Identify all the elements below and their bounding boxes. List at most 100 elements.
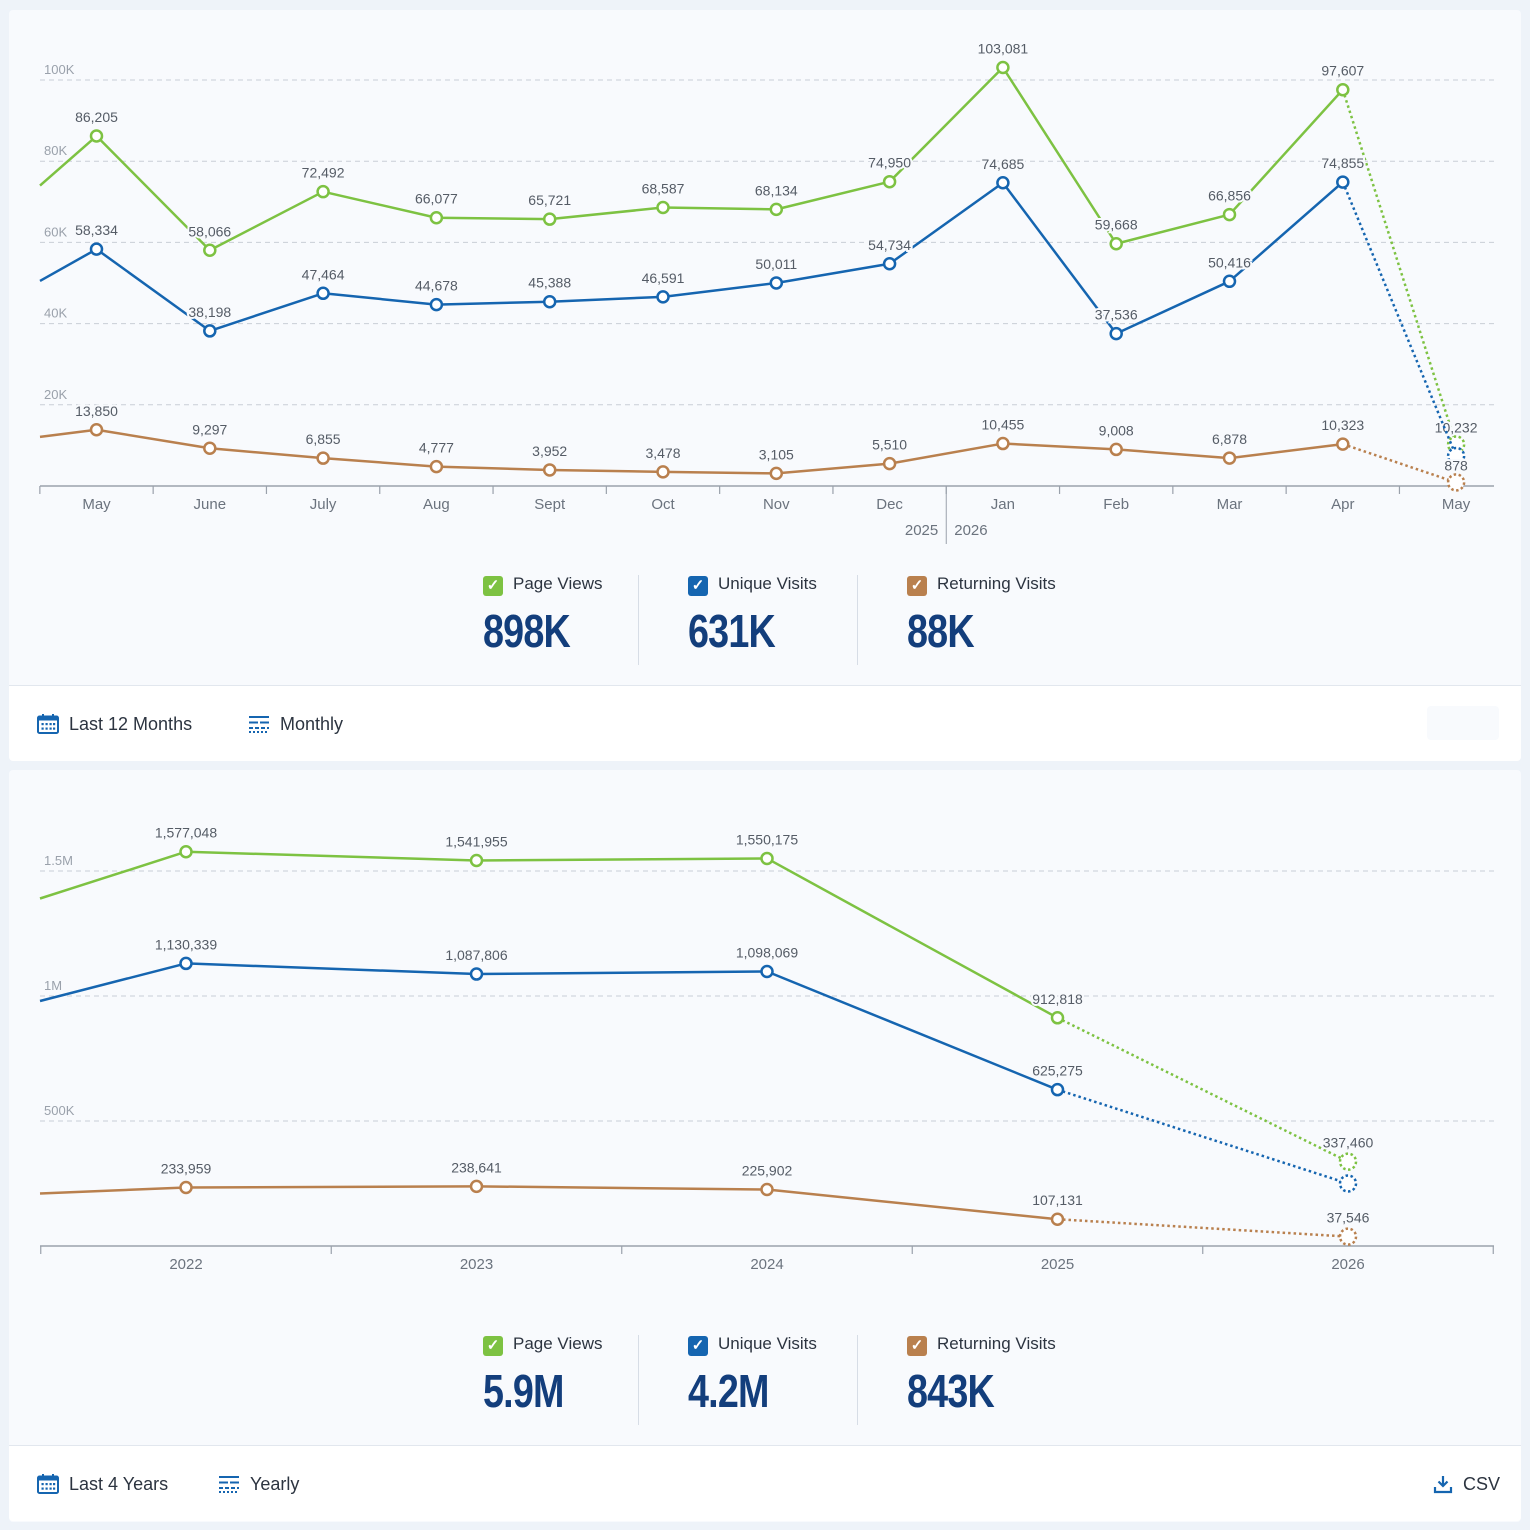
calendar-icon xyxy=(37,1474,59,1494)
csv-download-button[interactable]: CSV xyxy=(1433,1472,1500,1496)
page-views-lead-line xyxy=(39,850,187,900)
returning-visits-data-label: 10,455 xyxy=(981,417,1024,433)
returning-visits-point xyxy=(1109,442,1123,457)
unique-visits-data-label: 50,416 xyxy=(1208,254,1251,270)
returning-visits-point xyxy=(316,451,330,465)
unique-visits-data-label: 38,198 xyxy=(188,304,231,320)
date-range-button[interactable]: Last 12 Months xyxy=(37,712,192,736)
unique-visits-point xyxy=(1050,1082,1065,1097)
returning-visits-point xyxy=(179,1180,193,1195)
y-tick-label: 40K xyxy=(44,306,67,321)
total-returning-visits: 843K xyxy=(907,1365,995,1417)
placeholder-button xyxy=(1427,706,1499,740)
check-icon[interactable]: ✓ xyxy=(688,1336,708,1356)
page-views-point xyxy=(1222,207,1237,222)
page-views-point xyxy=(996,60,1010,75)
check-icon[interactable]: ✓ xyxy=(483,576,503,596)
returning-visits-point xyxy=(996,436,1010,451)
unique-visits-data-label: 1,130,339 xyxy=(155,936,217,952)
y-tick-label: 100K xyxy=(44,62,75,77)
unique-visits-point xyxy=(316,286,330,301)
check-icon[interactable]: ✓ xyxy=(907,1336,927,1356)
date-range-button[interactable]: Last 4 Years xyxy=(37,1472,168,1496)
check-icon[interactable]: ✓ xyxy=(688,576,708,596)
monthly-legend: ✓ Page Views 898K ✓ Unique Visits 631K ✓… xyxy=(9,570,1521,670)
x-tick-label: 2022 xyxy=(169,1256,202,1273)
legend-divider xyxy=(638,1335,639,1425)
page-views-line xyxy=(185,850,1059,1019)
unique-visits-projected-line xyxy=(1057,1088,1349,1185)
download-icon xyxy=(1433,1476,1453,1494)
page-views-point xyxy=(1109,236,1123,251)
interval-button[interactable]: Monthly xyxy=(248,712,343,736)
page-views-point xyxy=(429,210,444,225)
page-views-point xyxy=(1336,82,1350,97)
returning-visits-point xyxy=(656,465,670,479)
page-views-data-label: 65,721 xyxy=(528,192,571,208)
interval-button[interactable]: Yearly xyxy=(218,1472,299,1496)
page-views-data-label: 66,856 xyxy=(1208,188,1251,204)
unique-visits-point xyxy=(469,967,484,981)
x-tick-label: Aug xyxy=(423,496,450,513)
returning-visits-lead-line xyxy=(39,1186,187,1195)
y-tick-label: 500K xyxy=(44,1103,75,1118)
unique-visits-projected-line xyxy=(1341,181,1458,457)
returning-visits-point xyxy=(203,441,217,456)
page-views-point xyxy=(89,129,104,143)
unique-visits-data-label: 58,334 xyxy=(75,222,118,238)
returning-visits-projected-line xyxy=(1342,442,1457,484)
yearly-chart-card: 500K 1M 1.5M 2022 2023 2024 2025 2026 1,577,048 1… xyxy=(9,770,1521,1522)
x-tick-label: Mar xyxy=(1217,496,1243,513)
unique-visits-point xyxy=(882,257,897,271)
total-returning-visits: 88K xyxy=(907,605,975,657)
legend-divider xyxy=(857,1335,858,1425)
legend-divider xyxy=(857,575,858,665)
monthly-footer: Last 12 Months Monthly xyxy=(9,685,1521,761)
returning-visits-data-label: 37,546 xyxy=(1327,1210,1370,1226)
x-tick-label: May xyxy=(82,496,111,513)
unique-visits-point xyxy=(89,242,104,256)
page-views-point xyxy=(769,202,784,217)
returning-visits-point xyxy=(469,1179,484,1194)
unique-visits-line xyxy=(185,962,1058,1091)
unique-visits-lead-line xyxy=(39,962,187,1003)
check-icon[interactable]: ✓ xyxy=(907,576,927,596)
unique-visits-lead-line xyxy=(39,248,98,283)
page-views-data-label: 59,668 xyxy=(1095,217,1138,233)
x-tick-label: 2023 xyxy=(460,1256,493,1273)
returning-visits-point xyxy=(1050,1212,1065,1226)
returning-visits-point xyxy=(882,456,897,471)
year-label: 2025 xyxy=(905,522,938,539)
returning-visits-point xyxy=(89,423,104,437)
x-tick-label: May xyxy=(1442,496,1471,513)
returning-visits-data-label: 878 xyxy=(1444,457,1468,473)
returning-visits-data-label: 233,959 xyxy=(161,1161,212,1177)
page-views-point xyxy=(203,243,217,258)
unique-visits-point xyxy=(429,297,444,312)
unique-visits-data-label: 50,011 xyxy=(755,256,797,272)
returning-visits-point xyxy=(1336,437,1350,451)
check-icon[interactable]: ✓ xyxy=(483,1336,503,1356)
page-views-data-label: 86,205 xyxy=(75,109,118,125)
unique-visits-point xyxy=(542,294,557,309)
returning-visits-line xyxy=(185,1185,1058,1221)
returning-visits-data-label: 107,131 xyxy=(1032,1192,1083,1208)
x-tick-label: June xyxy=(194,496,227,513)
x-tick-label: Jan xyxy=(991,496,1015,513)
page-views-data-label: 912,818 xyxy=(1032,991,1083,1007)
unique-visits-data-label: 45,388 xyxy=(528,275,571,291)
yearly-line-chart: 500K 1M 1.5M 2022 2023 2024 2025 2026 1,577,048 1… xyxy=(39,823,1494,1273)
returning-visits-data-label: 9,297 xyxy=(192,421,227,437)
y-tick-label: 1.5M xyxy=(44,853,73,868)
legend-divider xyxy=(638,575,639,665)
y-tick-label: 20K xyxy=(44,387,67,402)
unique-visits-data-label: 44,678 xyxy=(415,278,458,294)
unique-visits-point xyxy=(760,964,774,979)
page-views-point xyxy=(542,212,557,226)
unique-visits-data-label: 54,734 xyxy=(868,237,911,253)
monthly-line-chart: 20K 40K 60K 80K 100K May June July Aug Sept Oct Nov… xyxy=(39,38,1494,544)
page-views-data-label: 1,577,048 xyxy=(155,825,217,841)
page-views-data-label: 68,587 xyxy=(642,181,685,197)
page-views-data-label: 1,541,955 xyxy=(445,834,507,850)
returning-visits-point xyxy=(429,459,444,474)
